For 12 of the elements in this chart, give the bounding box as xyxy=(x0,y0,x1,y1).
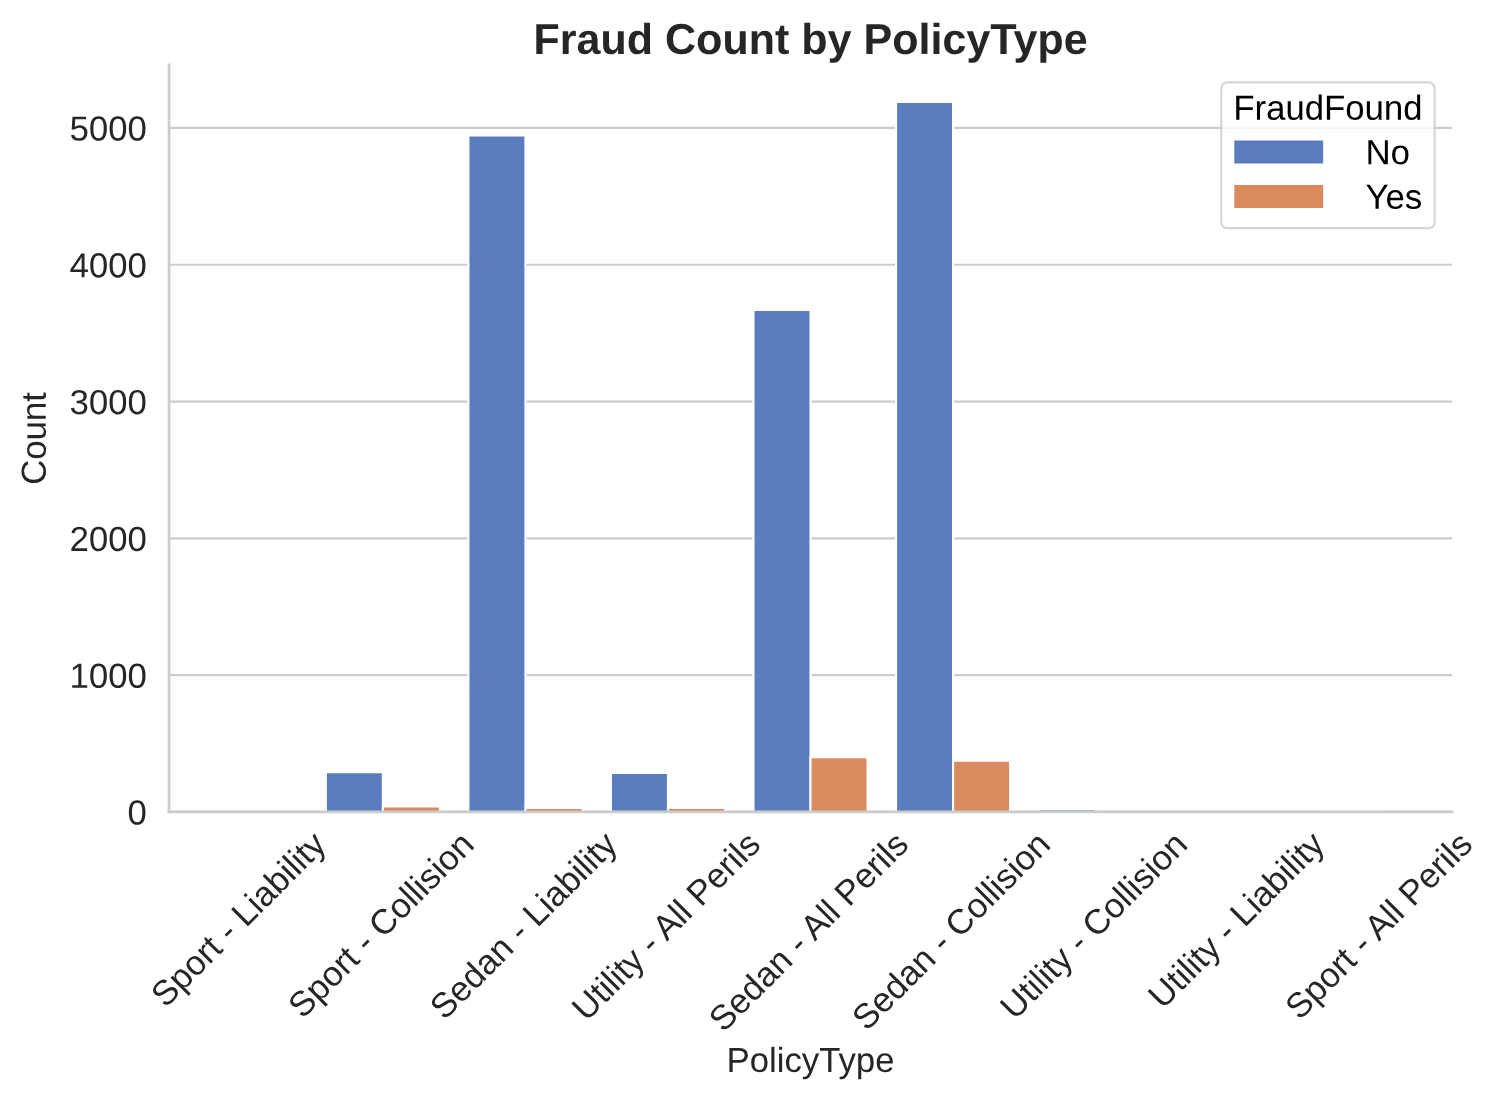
y-tick-label: 2000 xyxy=(71,526,146,552)
y-tick-label: 1000 xyxy=(72,663,146,689)
x-axis-title: PolicyType xyxy=(729,1046,893,1080)
legend-label: No xyxy=(1368,140,1409,165)
y-tick-label: 5000 xyxy=(70,116,146,141)
chart-title: Fraud Count by PolicyType xyxy=(536,22,1087,63)
y-tick-label: 3000 xyxy=(70,389,146,415)
legend-label: Yes xyxy=(1366,184,1421,210)
y-tick-label: 0 xyxy=(128,800,146,825)
y-axis-title: Count xyxy=(21,392,47,484)
y-tick-label: 4000 xyxy=(70,253,146,278)
legend-title: FraudFound xyxy=(1236,94,1421,121)
